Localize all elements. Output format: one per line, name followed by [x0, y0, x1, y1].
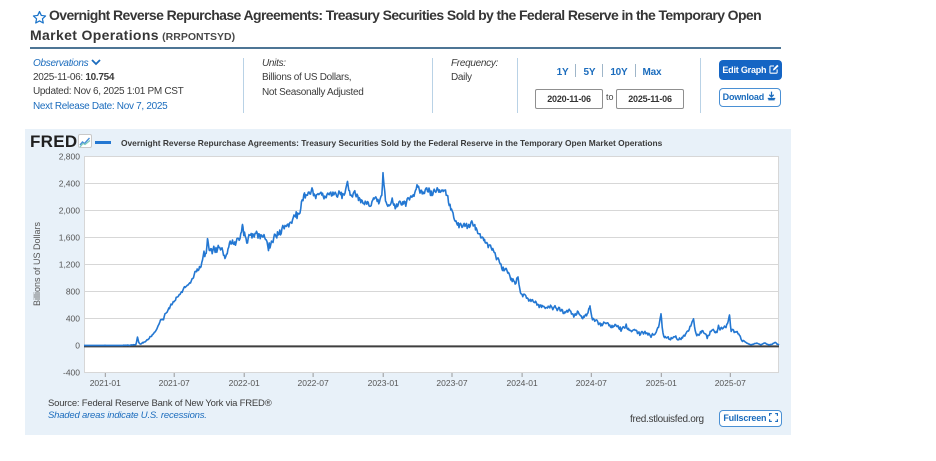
svg-text:1,600: 1,600: [59, 233, 81, 243]
svg-text:800: 800: [66, 287, 80, 297]
svg-text:1,200: 1,200: [59, 260, 81, 270]
svg-text:2025-01: 2025-01: [646, 378, 677, 388]
svg-text:2022-01: 2022-01: [229, 378, 260, 388]
svg-text:2024-01: 2024-01: [506, 378, 537, 388]
svg-text:400: 400: [66, 314, 80, 324]
svg-text:2,000: 2,000: [59, 206, 81, 216]
svg-text:2025-07: 2025-07: [715, 378, 746, 388]
svg-text:2023-07: 2023-07: [436, 378, 467, 388]
svg-text:2023-01: 2023-01: [368, 378, 399, 388]
svg-text:2021-01: 2021-01: [90, 378, 121, 388]
svg-text:2,400: 2,400: [59, 179, 81, 189]
svg-text:2024-07: 2024-07: [576, 378, 607, 388]
svg-text:0: 0: [75, 341, 80, 351]
svg-text:2022-07: 2022-07: [297, 378, 328, 388]
svg-text:-400: -400: [63, 368, 80, 378]
svg-text:Billions of US Dollars: Billions of US Dollars: [32, 221, 42, 306]
svg-text:2,800: 2,800: [59, 152, 81, 162]
svg-text:2021-07: 2021-07: [159, 378, 190, 388]
